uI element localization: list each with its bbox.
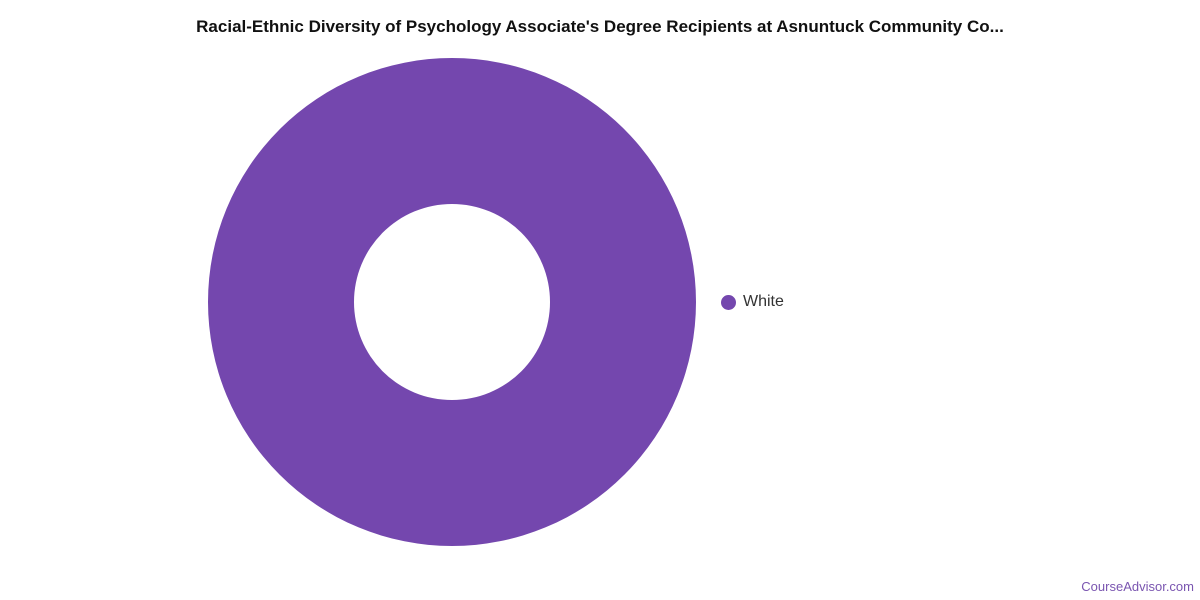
- legend-label: White: [743, 293, 784, 310]
- chart-title: Racial-Ethnic Diversity of Psychology As…: [196, 17, 1004, 36]
- source-credit[interactable]: CourseAdvisor.com: [1081, 579, 1194, 594]
- legend-swatch: [721, 294, 736, 310]
- legend-item[interactable]: White: [721, 293, 784, 311]
- donut-slice-white[interactable]: [208, 58, 696, 546]
